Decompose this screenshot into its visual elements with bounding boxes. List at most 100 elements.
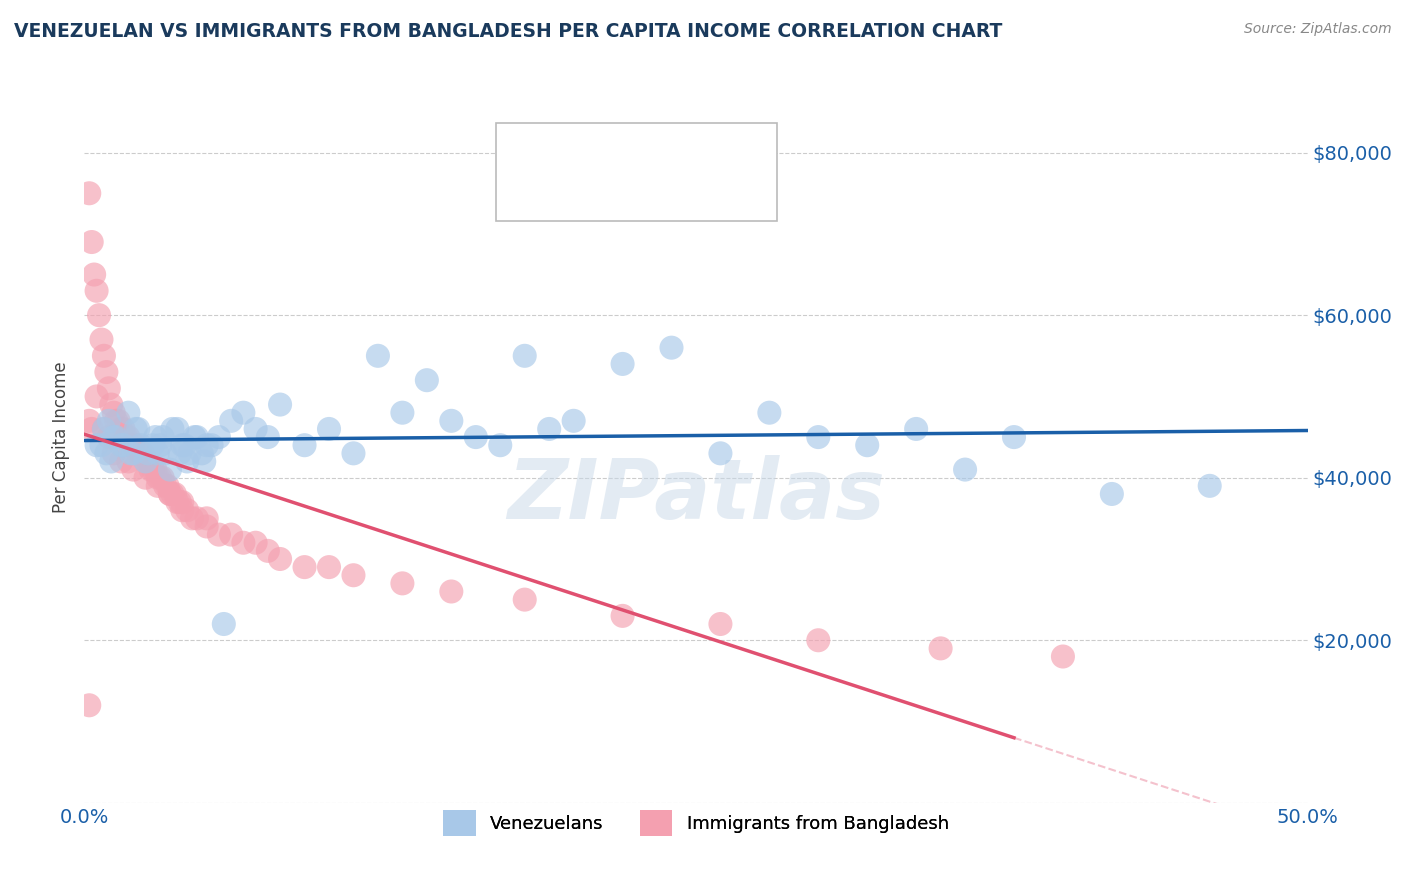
Point xyxy=(562,414,585,428)
Point xyxy=(208,527,231,541)
Text: VENEZUELAN VS IMMIGRANTS FROM BANGLADESH PER CAPITA INCOME CORRELATION CHART: VENEZUELAN VS IMMIGRANTS FROM BANGLADESH… xyxy=(14,22,1002,41)
Point xyxy=(153,479,176,493)
Point xyxy=(191,446,214,460)
Point xyxy=(183,430,205,444)
Point xyxy=(257,544,280,558)
Point xyxy=(169,446,191,460)
Point xyxy=(93,422,115,436)
Point xyxy=(110,438,132,452)
Point xyxy=(181,511,204,525)
Point xyxy=(538,422,561,436)
Point xyxy=(86,284,108,298)
Point xyxy=(110,422,132,436)
Point xyxy=(807,430,830,444)
Point xyxy=(86,438,108,452)
Point xyxy=(612,608,634,623)
Point xyxy=(440,584,463,599)
Point xyxy=(146,471,169,485)
Point xyxy=(159,487,181,501)
Point xyxy=(245,422,267,436)
Point xyxy=(166,422,188,436)
Point xyxy=(232,535,254,549)
Point xyxy=(219,414,242,428)
Point xyxy=(80,235,103,249)
Point xyxy=(149,438,172,452)
Point xyxy=(87,308,110,322)
Point xyxy=(186,511,208,525)
Point xyxy=(103,430,125,444)
Point xyxy=(142,462,165,476)
Point xyxy=(440,414,463,428)
Point xyxy=(269,552,291,566)
Point xyxy=(1002,430,1025,444)
Point xyxy=(127,446,149,460)
Point xyxy=(93,349,115,363)
Point xyxy=(173,438,195,452)
Point xyxy=(103,446,125,460)
Point xyxy=(117,406,139,420)
Point xyxy=(127,422,149,436)
Point xyxy=(86,389,108,403)
Point xyxy=(464,430,486,444)
Point xyxy=(105,430,128,444)
Point xyxy=(77,414,100,428)
Point xyxy=(90,438,112,452)
Point xyxy=(122,446,145,460)
Text: Source: ZipAtlas.com: Source: ZipAtlas.com xyxy=(1244,22,1392,37)
Point xyxy=(342,446,364,460)
Text: ZIPatlas: ZIPatlas xyxy=(508,455,884,536)
Point xyxy=(176,503,198,517)
Point xyxy=(489,438,512,452)
Point xyxy=(129,446,152,460)
Point xyxy=(146,479,169,493)
Point xyxy=(135,454,157,468)
Point xyxy=(136,454,159,468)
Point xyxy=(117,430,139,444)
Point xyxy=(612,357,634,371)
Point xyxy=(136,446,159,460)
Point xyxy=(953,462,976,476)
Point xyxy=(200,438,222,452)
Point xyxy=(391,576,413,591)
Point xyxy=(159,462,181,476)
Point xyxy=(905,422,928,436)
Legend: Venezuelans, Immigrants from Bangladesh: Venezuelans, Immigrants from Bangladesh xyxy=(434,801,957,845)
Point xyxy=(100,454,122,468)
Point xyxy=(135,471,157,485)
Point xyxy=(122,438,145,452)
Point xyxy=(513,349,536,363)
Point xyxy=(232,406,254,420)
Point xyxy=(257,430,280,444)
Point xyxy=(143,430,166,444)
Point xyxy=(195,511,218,525)
Point xyxy=(146,446,169,460)
Point xyxy=(112,438,135,452)
Point xyxy=(342,568,364,582)
Point xyxy=(110,454,132,468)
Point xyxy=(219,527,242,541)
Point xyxy=(117,454,139,468)
Point xyxy=(90,333,112,347)
Point xyxy=(107,414,129,428)
Point xyxy=(156,479,179,493)
Point xyxy=(172,495,194,509)
Point xyxy=(166,495,188,509)
Point xyxy=(758,406,780,420)
Point xyxy=(856,438,879,452)
Point xyxy=(105,414,128,428)
Point xyxy=(212,617,235,632)
Point xyxy=(120,438,142,452)
Point xyxy=(294,560,316,574)
Point xyxy=(120,446,142,460)
Point xyxy=(1101,487,1123,501)
Point xyxy=(125,438,148,452)
Point xyxy=(152,471,174,485)
Point xyxy=(1052,649,1074,664)
Point xyxy=(172,438,194,452)
Point xyxy=(149,471,172,485)
Point xyxy=(80,422,103,436)
Point xyxy=(513,592,536,607)
Point xyxy=(294,438,316,452)
Point xyxy=(132,446,155,460)
Point xyxy=(135,454,157,468)
